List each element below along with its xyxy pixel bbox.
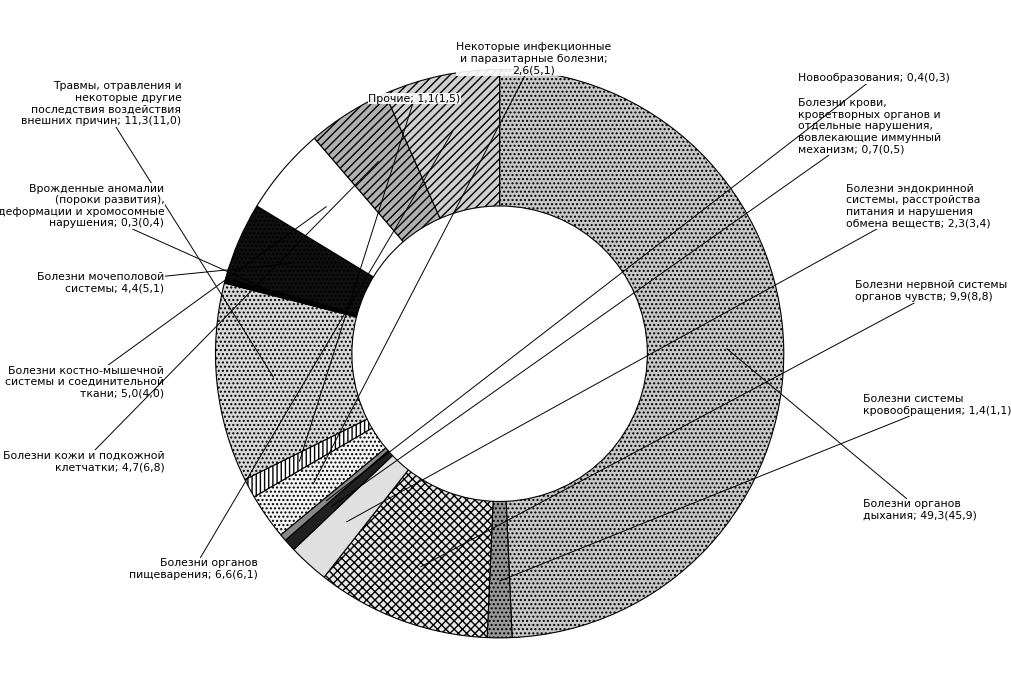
Text: Болезни нервной системы и
органов чувств; 9,9(8,8): Болезни нервной системы и органов чувств…: [421, 280, 1011, 567]
Text: Болезни системы
кровообращения; 1,4(1,1): Болезни системы кровообращения; 1,4(1,1): [499, 394, 1011, 581]
Wedge shape: [225, 206, 373, 314]
Text: Болезни органов
дыхания; 49,3(45,9): Болезни органов дыхания; 49,3(45,9): [726, 349, 977, 521]
Text: Болезни мочеполовой
системы; 4,4(5,1): Болезни мочеполовой системы; 4,4(5,1): [37, 263, 291, 293]
Text: Некоторые инфекционные
и паразитарные болезни;
2,6(5,1): Некоторые инфекционные и паразитарные бо…: [313, 42, 611, 484]
Wedge shape: [385, 69, 499, 219]
Wedge shape: [254, 428, 385, 535]
Text: Новообразования; 0,4(0,3): Новообразования; 0,4(0,3): [326, 73, 949, 501]
Text: Болезни крови,
кроветворных органов и
отдельные нарушения,
вовлекающие иммунный
: Болезни крови, кроветворных органов и от…: [332, 98, 940, 507]
Wedge shape: [285, 451, 392, 549]
Wedge shape: [324, 470, 492, 638]
Text: Болезни кожи и подкожной
клетчатки; 4,7(6,8): Болезни кожи и подкожной клетчатки; 4,7(…: [3, 162, 378, 473]
Text: Врожденные аномалии
(пороки развития),
деформации и хромосомные
нарушения; 0,3(0: Врожденные аномалии (пороки развития), д…: [0, 183, 280, 295]
Wedge shape: [257, 139, 403, 277]
Wedge shape: [314, 94, 440, 242]
Wedge shape: [224, 278, 357, 317]
Wedge shape: [499, 69, 783, 638]
Wedge shape: [245, 419, 372, 497]
Text: Травмы, отравления и
некоторые другие
последствия воздействия
внешних причин; 11: Травмы, отравления и некоторые другие по…: [21, 81, 273, 378]
Wedge shape: [486, 501, 512, 638]
Text: Прочие; 1,1(1,5): Прочие; 1,1(1,5): [299, 94, 460, 461]
Text: Болезни органов
пищеварения; 6,6(6,1): Болезни органов пищеварения; 6,6(6,1): [129, 131, 452, 580]
Wedge shape: [215, 283, 367, 479]
Text: Болезни эндокринной
системы, расстройства
питания и нарушения
обмена веществ; 2,: Болезни эндокринной системы, расстройств…: [347, 183, 990, 522]
Wedge shape: [280, 448, 388, 540]
Wedge shape: [293, 456, 407, 577]
Text: Болезни костно-мышечной
системы и соединительной
ткани; 5,0(4,0): Болезни костно-мышечной системы и соедин…: [5, 206, 326, 399]
